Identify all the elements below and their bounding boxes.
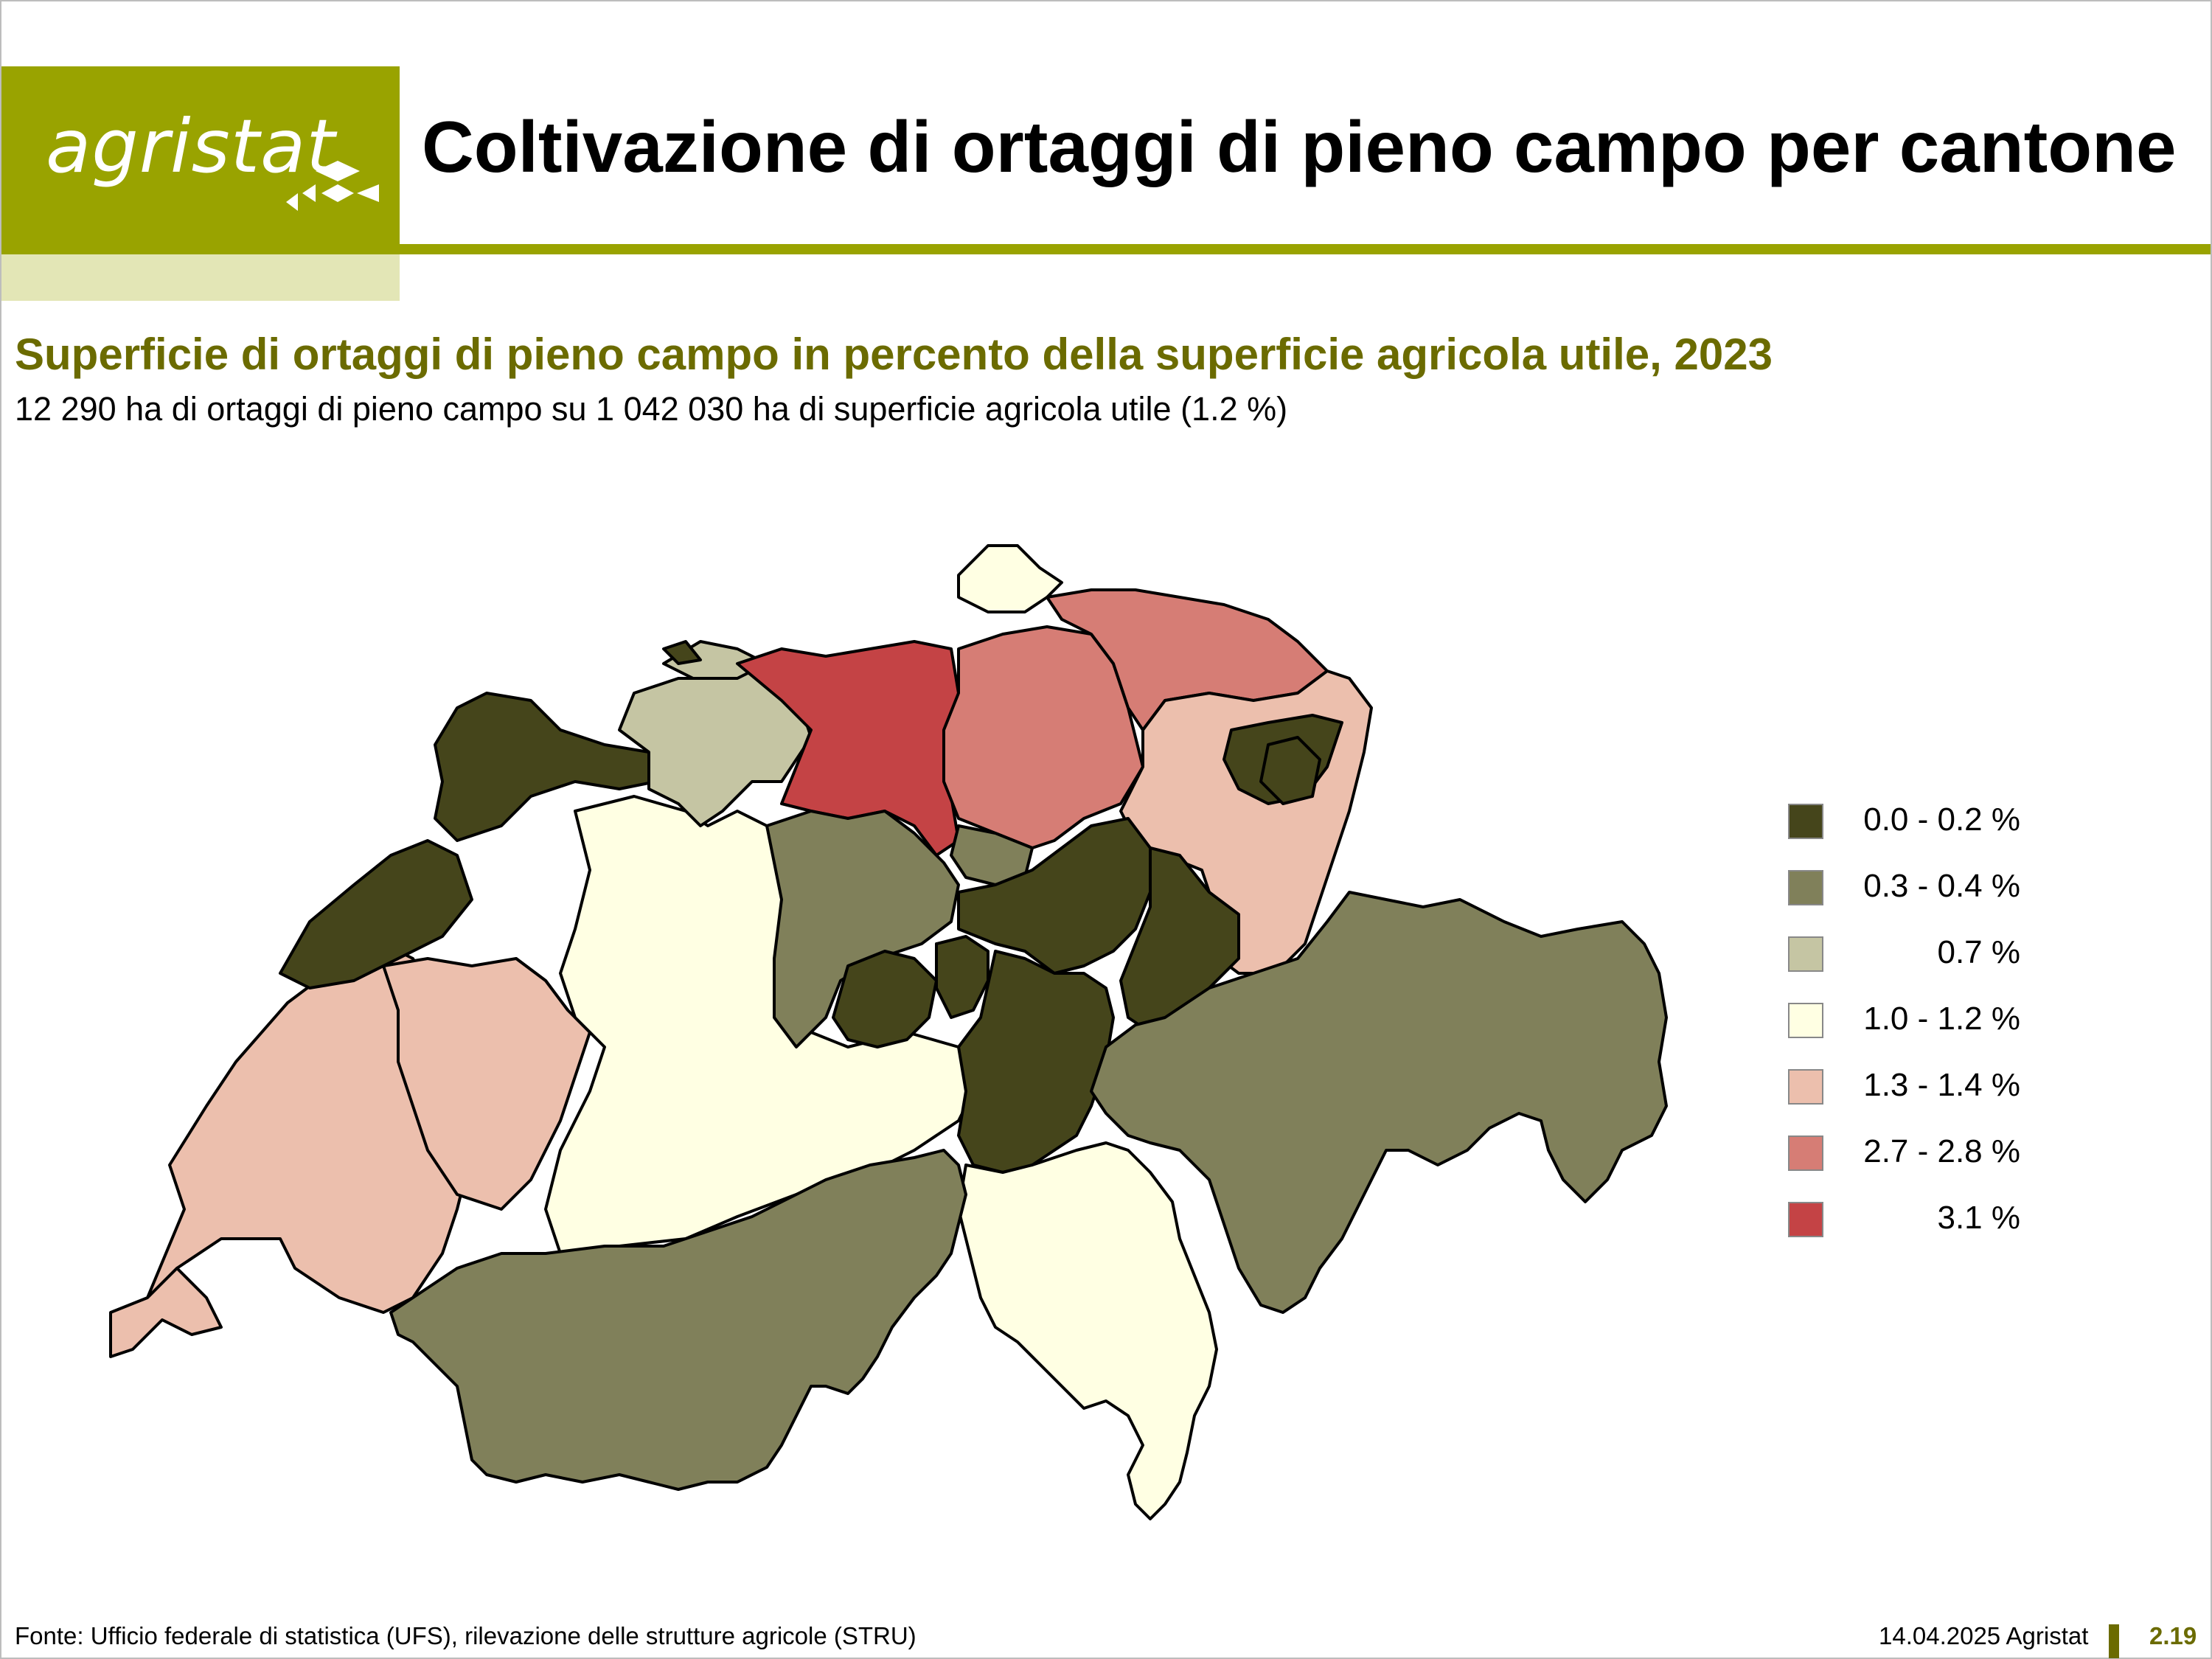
canton-aargau (736, 640, 960, 857)
map-summary: 12 290 ha di ortaggi di pieno campo su 1… (15, 390, 1288, 428)
canton-basel-stadt (662, 640, 702, 665)
footer-date: 14.04.2025 Agristat (1879, 1622, 2089, 1649)
legend-swatch (1788, 1135, 1823, 1171)
canton-neuchatel (279, 839, 473, 990)
page-number: 2.19 (2149, 1622, 2197, 1649)
legend-label: 1.0 - 1.2 % (1863, 1001, 2020, 1037)
canton-schwyz (957, 817, 1152, 975)
map-subtitle: Superficie di ortaggi di pieno campo in … (15, 330, 1773, 379)
legend-item: 1.0 - 1.2 % (1784, 999, 2035, 1065)
legend-item: 1.3 - 1.4 % (1784, 1065, 2035, 1132)
canton-schaffhausen (957, 544, 1063, 613)
canton-obwalden (832, 950, 938, 1048)
canton-zurich (942, 625, 1144, 849)
legend-label: 3.1 % (1937, 1200, 2020, 1236)
legend-label: 1.3 - 1.4 % (1863, 1067, 2020, 1103)
switzerland-cantons-map (109, 544, 1668, 1520)
canton-lucerne (765, 810, 960, 1048)
legend-swatch (1788, 870, 1823, 905)
page-title: Coltivazione di ortaggi di pieno campo p… (422, 106, 2177, 187)
agristat-logo: agristat (46, 103, 336, 189)
canton-ticino (957, 1141, 1218, 1520)
logo-panel (1, 66, 400, 254)
canton-geneva (109, 1267, 223, 1358)
canton-nidwalden (935, 935, 990, 1019)
canton-fribourg (382, 957, 591, 1211)
legend-label: 2.7 - 2.8 % (1863, 1133, 2020, 1169)
legend-swatch (1788, 1069, 1823, 1105)
canton-uri (957, 950, 1115, 1174)
legend-label: 0.7 % (1937, 934, 2020, 970)
legend-label: 0.3 - 0.4 % (1863, 868, 2020, 904)
legend-swatch (1788, 1202, 1823, 1237)
logo-underpanel (1, 254, 400, 301)
title-rule (400, 244, 2211, 254)
legend-swatch (1788, 804, 1823, 839)
canton-jura (434, 692, 658, 842)
legend-item: 0.7 % (1784, 933, 2035, 999)
legend-item: 3.1 % (1784, 1198, 2035, 1265)
legend-item: 0.3 - 0.4 % (1784, 866, 2035, 933)
legend-swatch (1788, 936, 1823, 972)
legend-label: 0.0 - 0.2 % (1863, 801, 2020, 838)
canton-appenzell-ir (1259, 736, 1321, 805)
footer-divider (2109, 1624, 2119, 1658)
canton-graubuenden (1090, 891, 1668, 1314)
source-note: Fonte: Ufficio federale di statistica (U… (15, 1622, 917, 1649)
legend-item: 0.0 - 0.2 % (1784, 800, 2035, 866)
legend-item: 2.7 - 2.8 % (1784, 1132, 2035, 1198)
legend-swatch (1788, 1003, 1823, 1038)
logo-diamonds-icon (286, 161, 379, 211)
canton-valais (389, 1149, 967, 1491)
